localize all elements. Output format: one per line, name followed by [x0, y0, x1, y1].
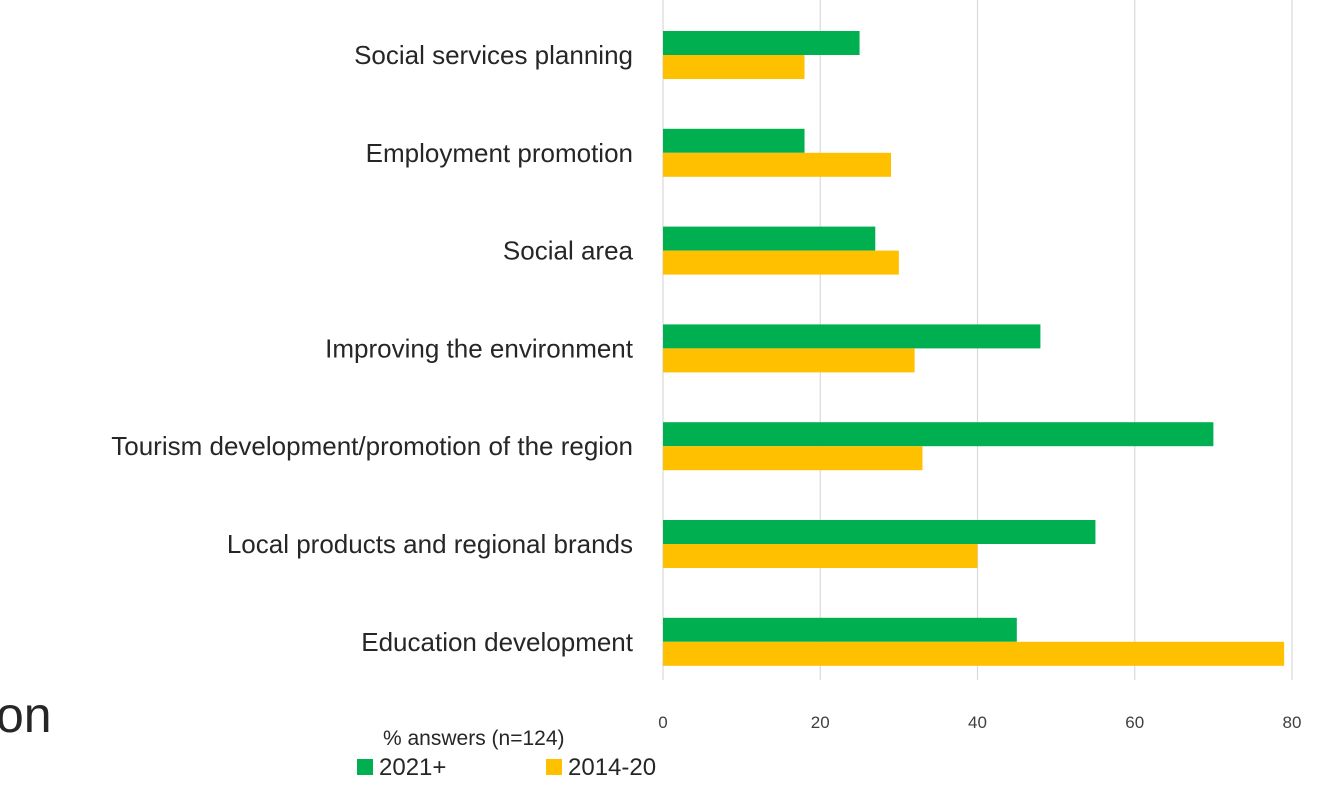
category-label: Employment promotion	[366, 138, 633, 168]
legend-label: 2014-20	[568, 754, 656, 781]
x-tick-label: 20	[811, 713, 830, 732]
legend: 2021+ 2014-20	[357, 754, 656, 781]
x-tick-label: 60	[1125, 713, 1144, 732]
page-fragment-text: on	[0, 687, 52, 743]
bar-2014-20	[663, 544, 978, 568]
category-label: Tourism development/promotion of the reg…	[111, 431, 633, 461]
x-tick-labels: 0 20 40 60 80	[658, 713, 1301, 732]
bar-2014-20	[663, 152, 892, 177]
bar-2014-20	[663, 348, 915, 373]
category-label: Social area	[503, 236, 634, 266]
x-axis-label: % answers (n=124)	[383, 727, 565, 750]
bar-2021+	[663, 617, 1017, 642]
bar-2021+	[663, 226, 876, 251]
bar-2021+	[663, 128, 805, 153]
category-label: Improving the environment	[325, 333, 634, 363]
bar-2014-20	[663, 641, 1285, 666]
bar-2014-20	[663, 446, 923, 471]
category-label: Social services planning	[354, 40, 633, 70]
category-label: Local products and regional brands	[227, 529, 633, 559]
bar-2021+	[663, 520, 1096, 544]
bar-2021+	[663, 422, 1214, 447]
legend-label: 2021+	[379, 754, 446, 781]
legend-swatch	[357, 759, 373, 775]
bars	[663, 31, 1285, 666]
x-tick-label: 40	[968, 713, 987, 732]
category-labels: Social services planning Employment promo…	[111, 40, 634, 657]
legend-swatch	[546, 759, 562, 775]
bar-2014-20	[663, 55, 805, 79]
x-tick-label: 0	[658, 713, 667, 732]
bar-2021+	[663, 31, 860, 55]
category-label: Education development	[361, 627, 634, 657]
bar-2021+	[663, 324, 1041, 349]
x-tick-label: 80	[1283, 713, 1302, 732]
bar-2014-20	[663, 250, 899, 275]
